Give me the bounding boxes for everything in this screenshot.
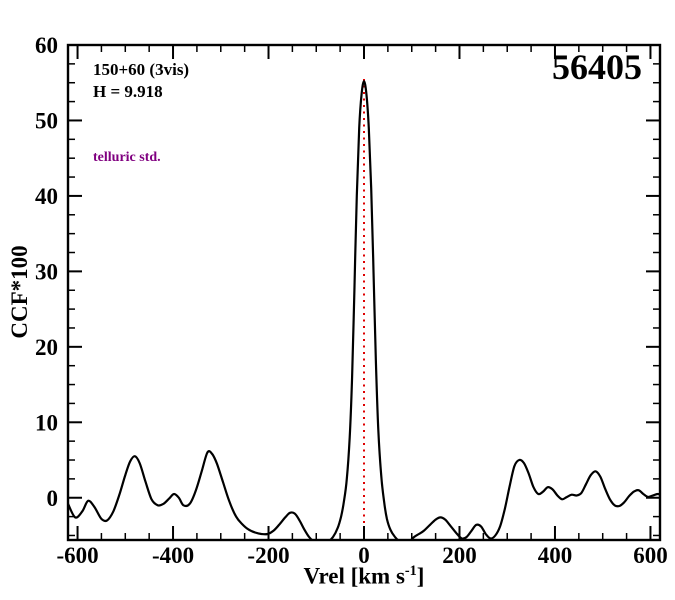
x-axis-label-bracket: ] xyxy=(416,563,425,589)
y-tick-label: 10 xyxy=(35,410,58,435)
annotation-telluric-std: telluric std. xyxy=(93,150,161,165)
y-tick-label: 0 xyxy=(47,486,59,511)
y-tick-label: 60 xyxy=(35,33,58,58)
x-tick-label: -600 xyxy=(56,543,98,568)
x-tick-label: -400 xyxy=(152,543,194,568)
plot-area xyxy=(68,78,660,540)
x-tick-label: 600 xyxy=(633,543,668,568)
x-tick-label: 200 xyxy=(442,543,477,568)
x-axis-label: Vrel [km s-1] xyxy=(68,563,660,590)
x-axis-label-text: Vrel [km s xyxy=(303,563,405,589)
annotation-target-id: 150+60 (3vis) xyxy=(93,60,190,79)
x-axis-label-exponent: -1 xyxy=(404,563,417,579)
annotation-h-magnitude: H = 9.918 xyxy=(93,82,163,101)
x-tick-label: 400 xyxy=(538,543,573,568)
y-axis-label: CCF*100 xyxy=(7,245,32,339)
y-tick-label: 30 xyxy=(35,259,58,284)
x-tick-label: -200 xyxy=(247,543,289,568)
y-tick-label: 20 xyxy=(35,335,58,360)
ticks xyxy=(68,44,660,540)
y-tick-label: 40 xyxy=(35,184,58,209)
plot-title-epoch: 56405 xyxy=(552,47,642,87)
y-tick-label: 50 xyxy=(35,109,58,134)
ccf-curve xyxy=(68,80,660,540)
x-tick-label: 0 xyxy=(358,543,370,568)
